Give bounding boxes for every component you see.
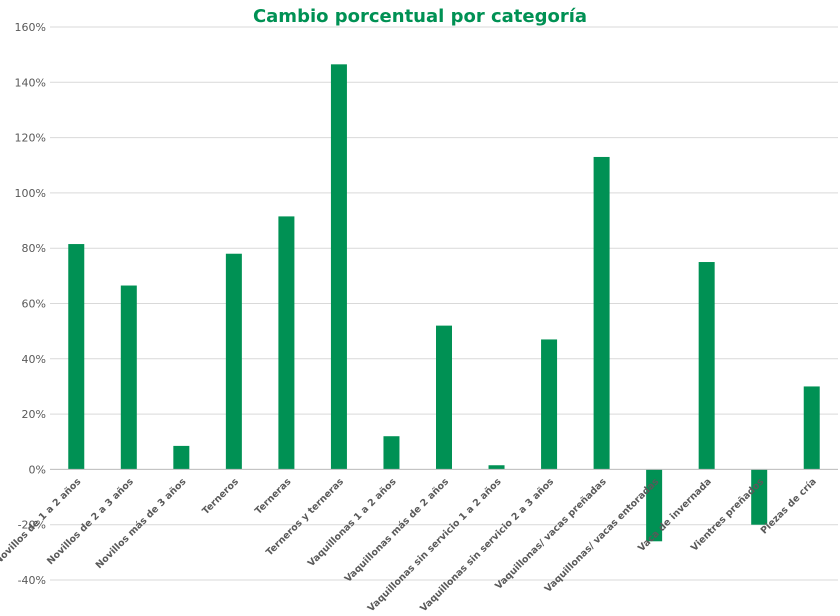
bar bbox=[751, 469, 768, 525]
y-tick-label: -40% bbox=[18, 574, 46, 587]
bars bbox=[68, 64, 820, 542]
bar bbox=[278, 216, 295, 470]
y-tick-label: 60% bbox=[22, 298, 46, 311]
bar bbox=[68, 244, 85, 470]
y-tick-label: 0% bbox=[29, 463, 46, 476]
category-label: Vaquillonas más de 2 años bbox=[343, 476, 452, 585]
category-label: Vaquillonas/ vacas entoradas bbox=[543, 476, 662, 595]
y-tick-label: 120% bbox=[15, 132, 46, 145]
y-tick-label: -20% bbox=[18, 519, 46, 532]
category-label: Novillos de 1 a 2 años bbox=[0, 476, 84, 567]
y-tick-label: 20% bbox=[22, 408, 46, 421]
category-label: Vaquillonas/ vacas preñadas bbox=[493, 476, 609, 592]
category-label: Vaquillonas 1 a 2 años bbox=[306, 476, 399, 569]
category-label: Terneros bbox=[200, 476, 241, 517]
y-tick-label: 40% bbox=[22, 353, 46, 366]
bar bbox=[541, 339, 558, 470]
bar bbox=[488, 465, 505, 470]
bar bbox=[120, 285, 137, 470]
y-tick-label: 100% bbox=[15, 187, 46, 200]
y-tick-label: 160% bbox=[15, 21, 46, 34]
bar bbox=[593, 156, 610, 470]
bar bbox=[646, 469, 663, 542]
bar bbox=[173, 445, 190, 470]
y-tick-label: 140% bbox=[15, 76, 46, 89]
category-label: Piezas de cría bbox=[759, 476, 819, 536]
y-axis-ticks: -40% -20% 0% 20% 40% 60% 80% 100% 120% 140% 160% bbox=[15, 21, 46, 587]
bar bbox=[225, 253, 242, 470]
y-tick-label: 80% bbox=[22, 242, 46, 255]
bar bbox=[330, 64, 347, 470]
category-label: Novillos más de 3 años bbox=[94, 476, 189, 571]
category-label: Terneras bbox=[253, 476, 294, 517]
bar bbox=[436, 325, 452, 470]
bar bbox=[698, 262, 715, 470]
bar bbox=[383, 436, 400, 470]
category-label: Novillos de 2 a 3 años bbox=[45, 476, 136, 567]
bar bbox=[803, 386, 820, 470]
chart-title: Cambio porcentual por categoría bbox=[252, 6, 588, 27]
